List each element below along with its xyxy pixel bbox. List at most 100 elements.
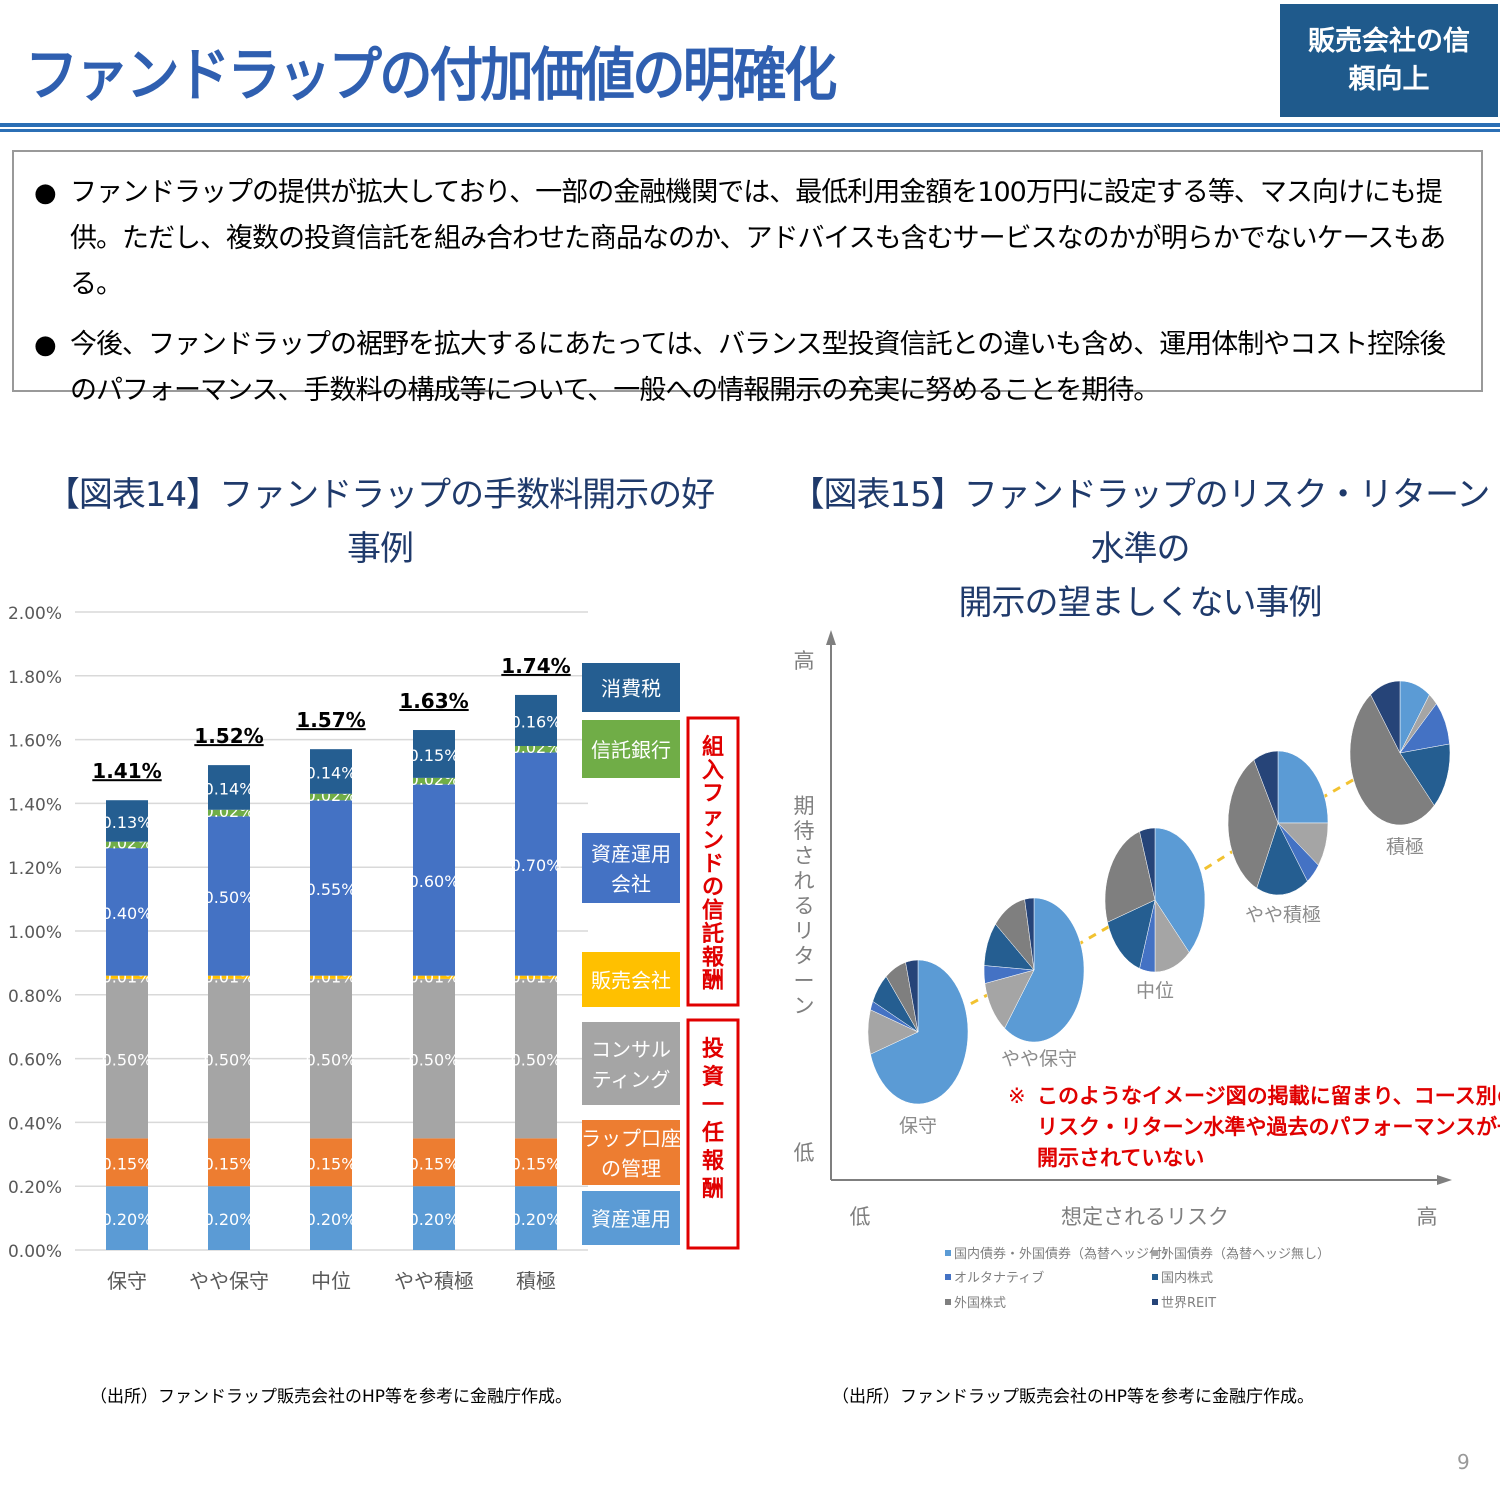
legend-box — [582, 1022, 680, 1105]
y-axis-title-char: れ — [794, 869, 815, 893]
y-axis-title-char: さ — [794, 844, 815, 868]
bar-segment — [310, 749, 352, 794]
x-tick-label: やや積極 — [394, 1269, 474, 1293]
bar-segment-label: 0.40% — [102, 904, 153, 923]
bar-segment — [515, 1186, 557, 1250]
bar-segment — [413, 1138, 455, 1187]
y-axis-title-char: ン — [794, 994, 815, 1018]
y-axis-title-char: ー — [794, 969, 815, 993]
bullet-text: ファンドラップの提供が拡大しており、一部の金融機関では、最低利用金額を100万円… — [70, 177, 1446, 300]
bar-segment-label: 0.50% — [511, 1051, 562, 1070]
bar-segment — [310, 1186, 352, 1250]
bar-segment — [208, 816, 250, 976]
y-tick-label: 0.20% — [8, 1178, 62, 1198]
bar-segment — [515, 978, 557, 1139]
bar-segment-label: 0.55% — [306, 880, 357, 899]
bullet-icon: ● — [34, 330, 57, 360]
bar-segment — [106, 800, 148, 842]
pie-slice — [1227, 759, 1279, 889]
legend-label: 消費税 — [601, 677, 661, 701]
bar-segment — [106, 1138, 148, 1187]
bar-segment — [413, 978, 455, 1139]
bar-segment-label: 0.14% — [306, 764, 357, 783]
bar-segment — [310, 978, 352, 1139]
bar-segment — [208, 1138, 250, 1187]
bracket-label-char: 組 — [702, 734, 724, 760]
legend-box — [582, 720, 680, 778]
note-text-line: リスク・リターン水準や過去のパフォーマンスが一般に — [1037, 1115, 1500, 1139]
legend-label: 資産運用 — [591, 1207, 671, 1231]
bar-segment-label: 0.15% — [102, 1154, 153, 1173]
bar-segment-label: 0.50% — [102, 1051, 153, 1070]
x-tick-label: 中位 — [311, 1269, 351, 1293]
bar-segment-label: 0.50% — [204, 1051, 255, 1070]
legend-label: 国内株式 — [1161, 1270, 1213, 1286]
x-axis-title: 想定されるリスク — [1061, 1205, 1229, 1229]
bracket-label-char: 一 — [702, 1093, 724, 1118]
bar-segment — [208, 978, 250, 1139]
pie-label: 中位 — [1136, 980, 1174, 1002]
legend-swatch — [1152, 1274, 1158, 1280]
bracket-label-char: 入 — [702, 758, 724, 783]
bracket-label-char: 酬 — [702, 1177, 724, 1202]
pie-slice — [1277, 750, 1329, 824]
y-axis-low-label: 低 — [794, 1141, 815, 1165]
x-tick-label: 積極 — [516, 1269, 556, 1293]
pie-slice — [1399, 743, 1451, 806]
pie-slice — [1104, 831, 1156, 923]
bracket-label-char: の — [702, 875, 724, 900]
legend-box — [582, 663, 680, 712]
stacked-bar-chart: 0.00% 0.20% 0.40% 0.60% 0.80% 1.00% 1.20% 1.40%… — [8, 604, 740, 1293]
bar-segment — [106, 841, 148, 849]
legend-label: ティング — [592, 1068, 671, 1092]
bracket-box — [686, 1018, 740, 1250]
bar-segment-label: 0.20% — [102, 1210, 153, 1229]
bullet-item: ● 今後、ファンドラップの裾野を拡大するにあたっては、バランス型投資信託との違いも… — [34, 322, 1467, 414]
bullet-icon: ● — [34, 178, 57, 208]
bar-segment-label: 0.15% — [409, 746, 460, 765]
y-tick-label: 0.40% — [8, 1114, 62, 1134]
chart15-title: 【図表15】ファンドラップのリスク・リターン水準の 開示の望ましくない事例 — [790, 475, 1491, 623]
bracket-label-char: 酬 — [702, 969, 724, 994]
bracket-label-char: 報 — [702, 1148, 725, 1174]
legend-label: オルタナティブ — [954, 1270, 1044, 1286]
bar-segment-label: 0.15% — [204, 1154, 255, 1173]
legend-label: 外国株式 — [954, 1296, 1006, 1311]
pie-slice — [1107, 899, 1156, 969]
bar-segment-label: 0.50% — [409, 1051, 460, 1070]
y-tick-label: 0.00% — [8, 1242, 62, 1262]
bar-segment — [515, 752, 557, 976]
pie-slice — [1154, 827, 1206, 953]
bracket-label-char: ド — [702, 852, 724, 877]
bracket-label-char: 報 — [702, 944, 725, 970]
bracket-label-char: ァ — [702, 805, 724, 830]
source-note-left: （出所）ファンドラップ販売会社のHP等を参考に金融庁作成。 — [90, 1387, 573, 1407]
legend-box — [582, 952, 680, 1007]
legend-label: 会社 — [611, 872, 651, 896]
header-divider — [0, 123, 1500, 127]
bar-segment-label: 0.20% — [409, 1210, 460, 1229]
x-axis-arrow-icon — [1437, 1175, 1452, 1185]
pie-label: 積極 — [1386, 836, 1424, 858]
legend-swatch — [945, 1299, 951, 1305]
bar-segment — [208, 809, 250, 817]
chart14-title: 【図表14】ファンドラップの手数料開示の好事例 — [45, 475, 715, 569]
pie-slice — [1256, 822, 1308, 896]
note-text-line: このようなイメージ図の掲載に留まり、コース別の — [1037, 1084, 1500, 1108]
bullet-text: 今後、ファンドラップの裾野を拡大するにあたっては、バランス型投資信託との違いも含… — [70, 329, 1446, 406]
section-badge: 販売会社の信頼向上 — [1280, 4, 1498, 117]
pie-label: やや積極 — [1245, 904, 1321, 926]
bullet-item: ● ファンドラップの提供が拡大しており、一部の金融機関では、最低利用金額を100万… — [34, 170, 1467, 308]
bar-segment — [515, 745, 557, 753]
legend-swatch — [1152, 1250, 1158, 1256]
y-tick-label: 1.60% — [8, 732, 62, 752]
legend-swatch — [945, 1250, 951, 1256]
pie-slice — [1024, 897, 1035, 971]
source-note-right: （出所）ファンドラップ販売会社のHP等を参考に金融庁作成。 — [832, 1387, 1315, 1407]
y-tick-label: 2.00% — [8, 604, 62, 624]
pie-slice — [1004, 897, 1085, 1043]
y-tick-label: 1.20% — [8, 859, 62, 879]
summary-box: ● ファンドラップの提供が拡大しており、一部の金融機関では、最低利用金額を100万… — [12, 150, 1483, 406]
pie-slice — [1370, 680, 1401, 754]
